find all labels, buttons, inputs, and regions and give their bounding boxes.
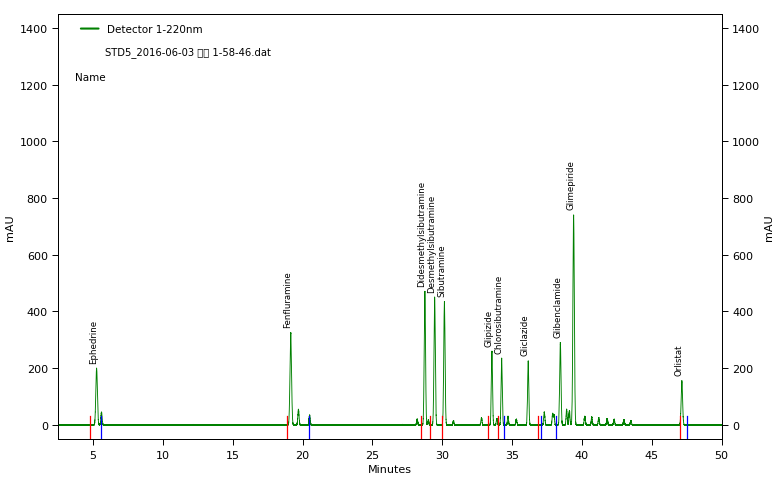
Text: Glibenclamide: Glibenclamide [553, 276, 562, 337]
Text: Didesmethylsibutramine: Didesmethylsibutramine [417, 181, 427, 286]
Text: Desmethylsibutramine: Desmethylsibutramine [428, 194, 436, 292]
Text: Fenfluramine: Fenfluramine [282, 271, 292, 327]
Text: Ephedrine: Ephedrine [89, 319, 99, 363]
Text: Name: Name [74, 73, 106, 83]
Text: Chlorosibutramine: Chlorosibutramine [494, 274, 504, 353]
Text: Glipizide: Glipizide [485, 309, 494, 346]
Text: Sibutramine: Sibutramine [437, 244, 446, 296]
Text: Gliclazide: Gliclazide [521, 314, 530, 356]
Text: Detector 1-220nm: Detector 1-220nm [106, 24, 203, 35]
Text: Glimepiride: Glimepiride [566, 160, 575, 210]
Text: STD5_2016-06-03 오후 1-58-46.dat: STD5_2016-06-03 오후 1-58-46.dat [105, 47, 271, 58]
Text: Orlistat: Orlistat [674, 344, 684, 376]
X-axis label: Minutes: Minutes [368, 464, 412, 474]
Y-axis label: mAU: mAU [5, 214, 16, 240]
Y-axis label: mAU: mAU [764, 214, 774, 240]
